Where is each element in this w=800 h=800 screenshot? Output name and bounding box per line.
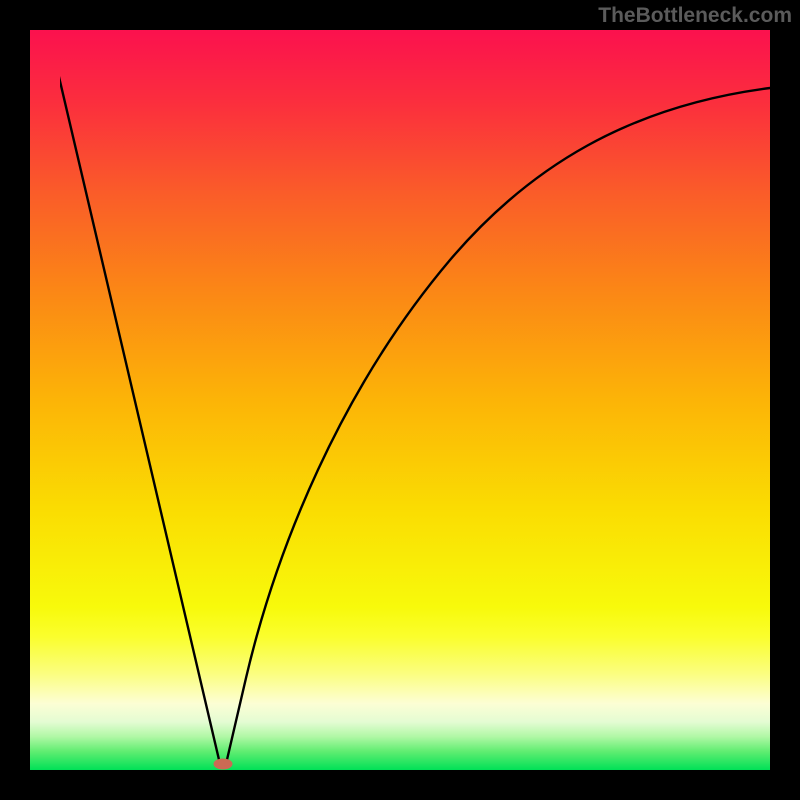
gradient-background	[30, 30, 770, 770]
chart-svg	[0, 0, 800, 800]
bottleneck-marker	[214, 759, 232, 769]
watermark-text: TheBottleneck.com	[598, 4, 792, 28]
chart-frame: TheBottleneck.com	[0, 0, 800, 800]
